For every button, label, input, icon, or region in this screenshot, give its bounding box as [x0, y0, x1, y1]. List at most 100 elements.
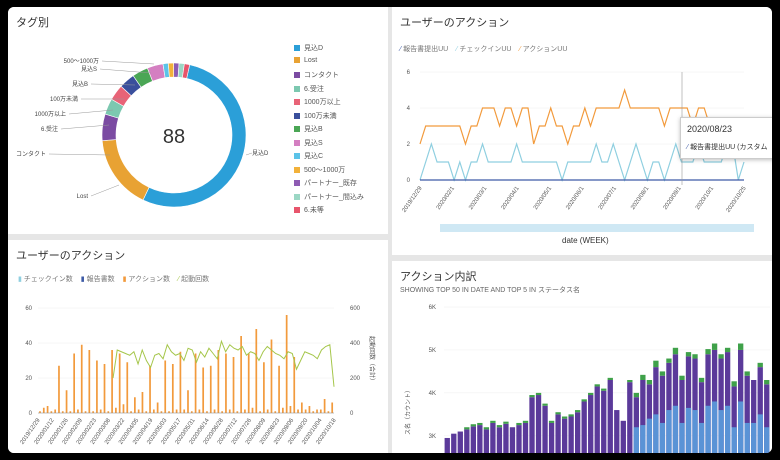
leader-line — [90, 184, 120, 197]
y-tick-label: 4 — [407, 106, 411, 112]
legend-label: チェックイン数 — [23, 276, 73, 283]
legend-item[interactable]: ▮ アクション数 — [123, 276, 170, 283]
donut-slice-label: Lost — [77, 194, 89, 200]
stacked-bar-segment — [542, 405, 548, 453]
donut-slice-label: 見込S — [81, 65, 97, 73]
legend-swatch — [294, 180, 300, 187]
bar — [266, 409, 269, 413]
line-icon: ⁄ — [178, 276, 182, 283]
legend-item[interactable]: ▮ チェックイン数 — [18, 276, 73, 283]
stacked-bar-segment — [614, 410, 620, 453]
bar — [297, 409, 299, 413]
bar-icon: ▮ — [80, 276, 87, 283]
bar — [69, 411, 72, 413]
stacked-bar-segment — [568, 416, 574, 453]
stacked-bar-segment — [744, 375, 750, 453]
stacked-bar-segment — [588, 395, 594, 453]
stacked-bar-segment — [692, 354, 698, 359]
legend-label: アクションUU — [522, 46, 568, 53]
stacked-bar-segment — [698, 382, 705, 453]
stacked-bar-segment — [685, 352, 692, 357]
stacked-bar-segment — [627, 382, 633, 453]
bar — [251, 407, 254, 413]
bar — [198, 409, 201, 413]
legend-item[interactable]: ⁄ 起動回数 — [178, 276, 209, 283]
tag-legend-item[interactable]: 見込D — [294, 43, 364, 57]
stacked-bar-segment — [692, 358, 698, 453]
user-action-line-chart[interactable]: 0 2 4 6 2019/12/29 2020/02/1 2020/03/1 2020/04/… — [392, 7, 772, 255]
legend-swatch — [294, 72, 300, 79]
stacked-bar-segment — [601, 388, 607, 391]
stacked-bar-segment — [757, 414, 763, 453]
legend-label: コンタクト — [304, 72, 339, 79]
bar — [323, 399, 326, 413]
stacked-bar-segment — [711, 343, 718, 350]
stacked-bar-segment — [561, 418, 568, 453]
tag-legend-item[interactable]: パートナー_間込み — [294, 192, 364, 206]
bar — [213, 409, 216, 413]
tag-legend-item[interactable]: 100万未満 — [294, 111, 364, 125]
donut-slice-label: 見込D — [252, 149, 269, 157]
stacked-bar-segment — [751, 422, 757, 453]
y-tick-label: 5K — [429, 348, 436, 354]
action-breakdown-chart[interactable]: 3K 4K 5K 6K ス名（カウント） — [392, 261, 772, 453]
bar — [152, 409, 155, 413]
tag-legend-item[interactable]: 見込C — [294, 151, 364, 165]
bar — [149, 365, 151, 413]
tag-legend-item[interactable]: 6.受注 — [294, 84, 364, 98]
stacked-bar-segment — [490, 420, 496, 423]
stacked-bar-segment — [529, 395, 535, 398]
leader-line — [48, 153, 111, 156]
tag-legend-item[interactable]: 500～1000万 — [294, 165, 364, 179]
bar — [293, 357, 296, 413]
legend-item[interactable]: ⁄ アクションUU — [520, 46, 568, 53]
tag-legend-item[interactable]: Lost — [294, 57, 364, 71]
legend-swatch — [294, 207, 300, 214]
stacked-bar-segment — [503, 423, 509, 453]
donut-slice-label: 見込B — [72, 80, 88, 88]
donut-slice-label: 6.受注 — [41, 125, 58, 133]
leader-line — [99, 68, 152, 74]
stacked-bar-segment — [555, 412, 561, 415]
y-tick-label: 3K — [429, 434, 436, 440]
user-action-bar-chart[interactable]: 02040600200400600起動回数（合計）2019/12/292020/… — [8, 240, 388, 453]
legend-item[interactable]: ▮ 報告書数 — [81, 276, 115, 283]
stacked-bar-segment — [705, 405, 711, 453]
donut-slice-label: 500～1000万 — [64, 58, 99, 65]
legend-label: パートナー_既存 — [304, 180, 357, 187]
stacked-bar-segment — [516, 422, 522, 426]
stacked-bar-segment — [653, 367, 659, 453]
stacked-bar-segment — [535, 392, 542, 396]
y-tick-label: 0 — [407, 178, 411, 184]
stacked-bar-segment — [477, 422, 483, 426]
bar — [160, 411, 163, 413]
user-action-line-panel: ユーザーのアクション ⁄ 報告書提出UU ⁄ チェックインUU ⁄ アクションUU … — [392, 7, 772, 255]
legend-item[interactable]: ⁄ 報告書提出UU — [400, 46, 448, 53]
stacked-bar-segment — [496, 427, 503, 453]
bar — [187, 390, 189, 413]
legend-label: 見込D — [304, 45, 324, 52]
tag-legend-item[interactable]: コンタクト — [294, 70, 364, 84]
stacked-bar-segment — [451, 433, 457, 453]
bar — [289, 406, 292, 413]
tag-donut-chart[interactable]: 88500～1000万見込S見込B100万未満1000万以上6.受注コンタクトL… — [8, 7, 388, 234]
y-tick-label: 6K — [429, 305, 436, 311]
y2-tick-label: 200 — [350, 376, 361, 382]
tag-legend-item[interactable]: 見込B — [294, 124, 364, 138]
tag-panel: タグ別 88 500～1000万 見込S 見込B 100万未満 1000万以上 6.受注 コン… — [8, 7, 388, 234]
bar — [130, 411, 132, 413]
legend-item[interactable]: ⁄ チェックインUU — [456, 46, 511, 53]
donut-slice-label: コンタクト — [16, 150, 46, 158]
y-tick-label: 20 — [25, 376, 32, 382]
tag-legend-item[interactable]: 6.未等 — [294, 205, 364, 219]
tag-legend-item[interactable]: パートナー_既存 — [294, 178, 364, 192]
stacked-bar-segment — [594, 386, 600, 453]
bar — [145, 411, 148, 413]
y-tick-label: 60 — [25, 306, 32, 312]
stacked-bar-segment — [633, 427, 639, 453]
tag-legend-item[interactable]: 1000万以上 — [294, 97, 364, 111]
tag-legend-item[interactable]: 見込S — [294, 138, 364, 152]
bar — [240, 336, 242, 413]
bar — [46, 406, 49, 413]
bar — [54, 409, 57, 413]
